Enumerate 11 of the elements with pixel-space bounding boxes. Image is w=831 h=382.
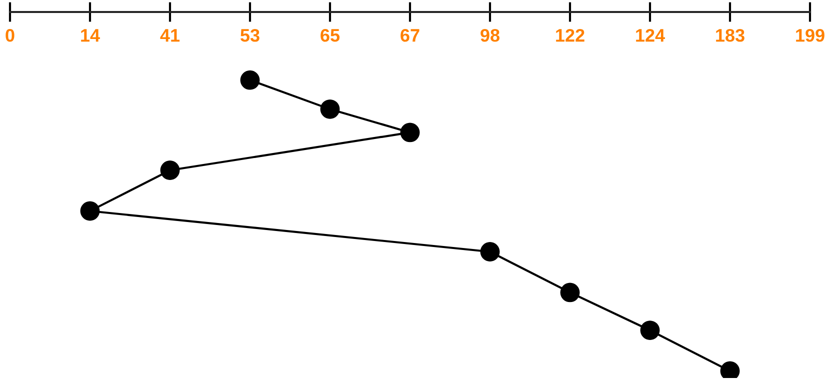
- x-tick-label: 65: [320, 28, 340, 42]
- x-tick-label: 98: [480, 28, 500, 42]
- x-tick-label: 67: [400, 28, 420, 42]
- x-tick-label: 122: [556, 28, 584, 42]
- x-tick-label: 199: [796, 28, 824, 42]
- x-tick-label: 41: [160, 29, 180, 42]
- x-tick-label: 14: [81, 29, 100, 42]
- x-tick-label: 53: [240, 28, 260, 42]
- x-tick-label: 0: [6, 28, 14, 42]
- x-tick-label: 124: [636, 28, 665, 42]
- x-tick-label: 183: [716, 28, 744, 42]
